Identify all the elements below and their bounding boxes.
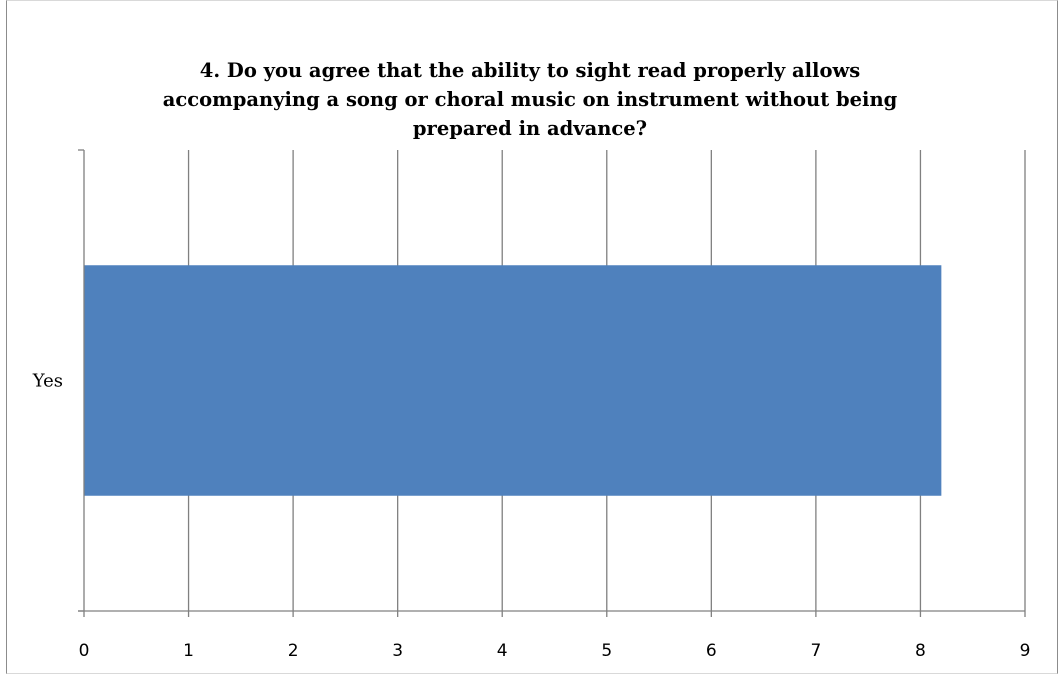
chart-title: 4. Do you agree that the ability to sigh…: [162, 59, 898, 140]
axis-labels: Yes 0 1 2 3 4 5 6 7 8 9: [32, 371, 1031, 662]
x-tick-label-6: 6: [706, 641, 717, 661]
x-tick-label-2: 2: [288, 641, 299, 661]
x-tick-label-1: 1: [183, 641, 194, 661]
x-tick-label-0: 0: [79, 641, 90, 661]
x-tick-label-4: 4: [497, 641, 508, 661]
x-tick-label-5: 5: [601, 641, 612, 661]
x-tick-label-7: 7: [810, 641, 821, 661]
category-label-yes: Yes: [32, 371, 63, 392]
chart-frame: [6, 0, 1058, 674]
x-tick-label-9: 9: [1020, 641, 1031, 661]
x-tick-label-3: 3: [392, 641, 403, 661]
bar-yes: [84, 265, 942, 496]
bars: [84, 265, 942, 496]
axes: [78, 149, 1026, 617]
x-tick-label-8: 8: [915, 641, 926, 661]
